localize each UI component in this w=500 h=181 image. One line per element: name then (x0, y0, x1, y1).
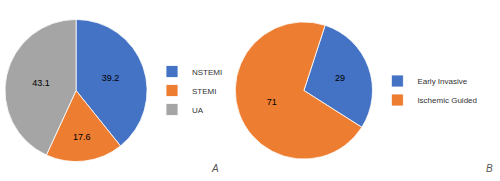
svg-text:29: 29 (335, 73, 345, 83)
svg-text:39.2: 39.2 (102, 73, 120, 83)
svg-text:UA: UA (192, 106, 204, 115)
svg-text:NSTEMI: NSTEMI (192, 68, 222, 77)
svg-text:STEMI: STEMI (192, 87, 216, 96)
svg-text:Early Invasive: Early Invasive (417, 77, 467, 86)
svg-text:Ischemic Guided: Ischemic Guided (417, 96, 477, 105)
svg-text:A: A (211, 163, 219, 174)
svg-text:B: B (486, 163, 493, 174)
svg-text:43.1: 43.1 (32, 78, 50, 88)
svg-text:71: 71 (267, 97, 277, 107)
svg-text:17.6: 17.6 (73, 132, 91, 142)
